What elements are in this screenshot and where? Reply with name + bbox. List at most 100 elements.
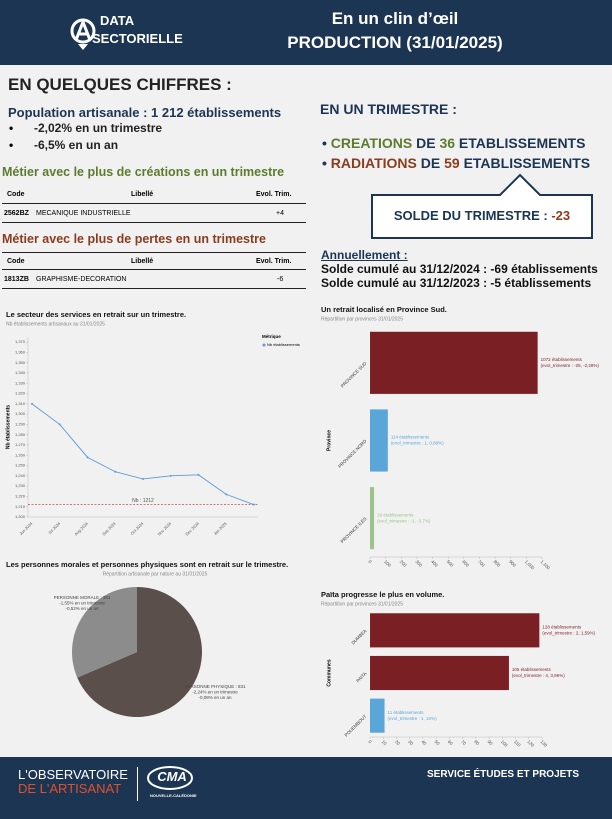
value-label: 11 établissements: [388, 710, 425, 715]
x-tick-label: 100: [500, 739, 509, 748]
footer-service: SERVICE ÉTUDES ET PROJETS: [427, 769, 580, 780]
x-tick-label: Nov 2024: [157, 520, 173, 536]
footer-logo: L'OBSERVATOIRE: [18, 767, 128, 782]
y-tick-label: 1,350: [15, 360, 26, 365]
y-tick-label: 1,270: [15, 442, 26, 447]
value-detail: (evol_trimestre : -1, -3,7%): [377, 518, 431, 523]
chart-subtitle: Répartition par provinces 31/01/2025: [321, 601, 403, 607]
bullet-text: -2,02% en un trimestre: [34, 121, 163, 135]
point: [197, 473, 200, 476]
y-tick-label: 1,220: [15, 493, 26, 498]
y-tick-label: 1,280: [15, 432, 26, 437]
y-tick-label: 1,200: [15, 514, 26, 519]
bar-chart: Païta progresse le plus en volume. Répart…: [321, 590, 596, 748]
line-keyword: CREATIONS: [330, 135, 413, 151]
category-label: POUEMBOUT: [343, 714, 367, 738]
y-tick-label: 1,240: [15, 473, 26, 478]
trimestre-line: • CREATIONS DE 36 ETABLISSEMENTS: [322, 135, 586, 151]
table-rule: [2, 288, 306, 289]
value-detail: (evol_trimestre : 2, 1,59%): [542, 631, 595, 636]
x-tick-label: 50: [434, 739, 441, 746]
legend-label: Nb établissements: [267, 342, 300, 347]
point: [58, 423, 61, 426]
x-tick-label: 1,100: [539, 559, 551, 571]
slice-detail: -2,24% en un trimestre: [192, 690, 238, 695]
y-tick-label: 1,250: [15, 463, 26, 468]
y-axis-label: Province: [326, 430, 332, 451]
x-tick-label: 200: [399, 559, 408, 568]
category-label: PROVINCE ILES: [340, 516, 368, 544]
y-axis-label: Nb établissements: [5, 405, 11, 449]
table-header: Libellé: [131, 258, 154, 265]
x-tick-label: Jan 2025: [213, 520, 229, 536]
footer-band: [0, 757, 612, 819]
chart-title: Les personnes morales et personnes physi…: [6, 560, 288, 569]
y-tick-label: 1,310: [15, 401, 26, 406]
y-tick-label: 1,330: [15, 380, 26, 385]
x-tick-label: Oct 2024: [129, 520, 145, 536]
slice-label: PERSONNE PHYSIQUE : 831: [184, 684, 246, 689]
y-tick-label: 1,320: [15, 391, 26, 396]
x-tick-label: 900: [508, 559, 517, 568]
table-header: Evol. Trim.: [256, 258, 292, 265]
line-number: 36: [439, 135, 456, 151]
value-label: 1072 établissements: [541, 357, 583, 362]
y-tick-label: 1,370: [15, 339, 26, 344]
point: [31, 402, 33, 405]
slice-detail: -0,52% en un an: [65, 606, 99, 611]
line-number: 59: [444, 155, 460, 171]
chart-subtitle: Répartition artisanale par nature au 31/…: [103, 571, 208, 577]
point: [86, 456, 89, 459]
bar-chart: Un retrait localisé en Province Sud. Répa…: [321, 305, 599, 571]
bullet: •: [9, 121, 14, 135]
slice-detail: -0,08% en un an: [198, 695, 232, 700]
y-tick-label: 1,340: [15, 370, 26, 375]
x-tick-label: Jul 2024: [47, 520, 62, 535]
chart-subtitle: Nb établissements artisanaux au 31/01/20…: [6, 321, 105, 327]
annual-heading: Annuellement :: [321, 248, 408, 262]
point: [225, 493, 228, 496]
y-tick-label: 1,260: [15, 452, 26, 457]
line-word: DE: [420, 155, 441, 171]
footer-logo: DE L'ARTISANAT: [18, 781, 122, 796]
y-axis-label: Communes: [326, 659, 332, 686]
header-band: [0, 0, 612, 65]
category-label: PAITA: [355, 671, 367, 683]
table-cell: -6: [277, 276, 284, 283]
legend-swatch: [262, 343, 266, 347]
bullet: •: [9, 138, 14, 152]
x-tick-label: 110: [513, 739, 522, 748]
x-tick-label: 0: [367, 559, 373, 565]
x-tick-label: 10: [381, 739, 388, 746]
table-rule: [2, 203, 306, 204]
balance-box: [371, 173, 593, 239]
annual-line: Solde cumulé au 31/12/2024 : -69 établis…: [321, 262, 598, 276]
category-label: PROVINCE SUD: [340, 360, 368, 388]
table-cell: GRAPHISME-DECORATION: [36, 276, 127, 283]
x-tick-label: Dec 2024: [184, 520, 200, 536]
x-tick-label: 30: [407, 739, 414, 746]
bar: [370, 613, 540, 648]
value-label: 105 établissements: [512, 667, 552, 672]
table-rule: [2, 252, 306, 253]
y-tick-label: 1,360: [15, 349, 26, 354]
x-tick-label: 800: [493, 559, 502, 568]
pie-slice: [77, 587, 202, 717]
x-tick-label: Aug 2024: [73, 520, 89, 536]
table-heading: Métier avec le plus de créations en un t…: [2, 165, 285, 179]
pie-slice: [72, 587, 137, 678]
value-label: 26 établissements: [377, 512, 414, 517]
x-tick-label: 1,000: [524, 559, 536, 571]
y-tick-label: 1,210: [15, 504, 26, 509]
value-detail: (evol_trimestre : 1, 10%): [388, 716, 438, 721]
balance-value: -23: [551, 208, 571, 223]
table-rule: [2, 222, 306, 223]
chart-title: Un retrait localisé en Province Sud.: [321, 305, 447, 314]
x-tick-label: Jun 2024: [18, 520, 34, 536]
slice-label: PERSONNE MORALE : 381: [54, 595, 111, 600]
category-label: DUMBEA: [350, 628, 367, 645]
category-label: PROVINCE NORD: [337, 438, 368, 469]
logo-icon: [70, 17, 96, 50]
legend-title: Métrique: [262, 334, 281, 339]
cma-mark: [147, 766, 193, 790]
